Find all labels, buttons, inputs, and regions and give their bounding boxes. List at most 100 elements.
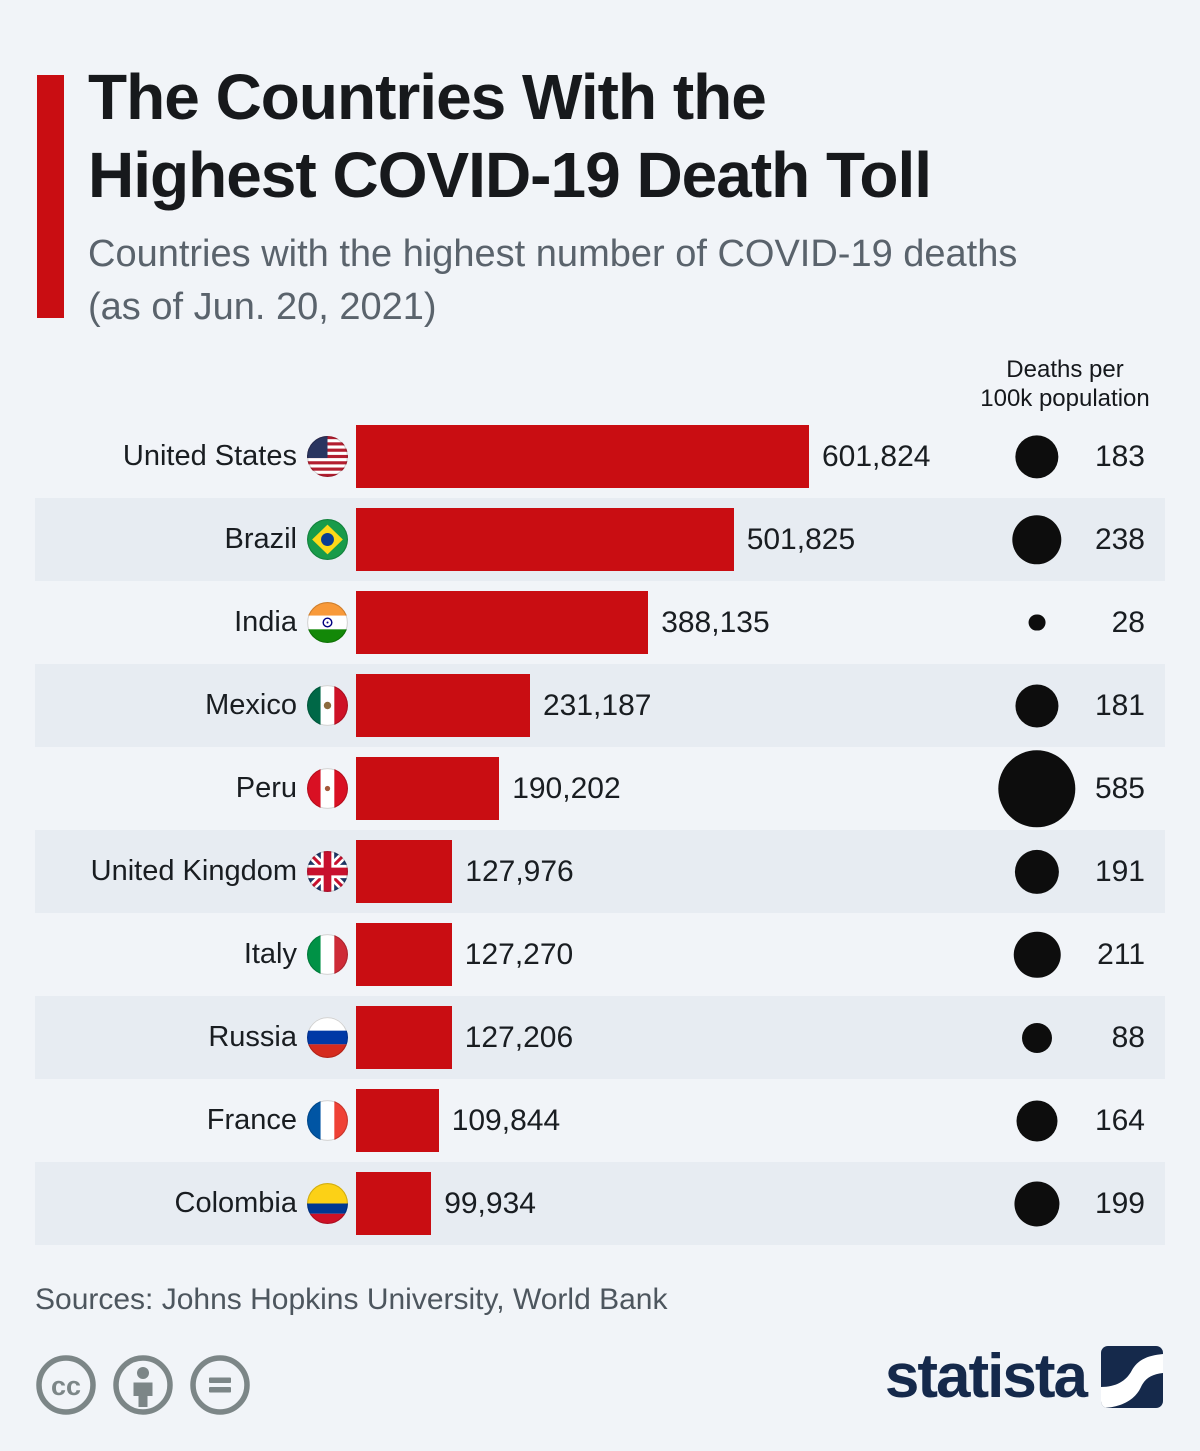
subtitle: Countries with the highest number of COV… <box>88 228 1017 334</box>
attribution-icon[interactable] <box>110 1352 176 1423</box>
deaths-bar <box>356 923 452 986</box>
uk-flag-icon <box>307 851 348 892</box>
country-row: Mexico 231,187 181 <box>35 664 1165 747</box>
per-100k-value: 88 <box>1111 1021 1145 1054</box>
per-100k-value: 164 <box>1094 1104 1145 1137</box>
colombia-flag-icon <box>307 1183 348 1224</box>
license-icons: cc <box>33 1352 253 1423</box>
per-100k-bubble <box>1014 1180 1060 1227</box>
per-100k-value: 183 <box>1094 440 1145 473</box>
deaths-value: 99,934 <box>444 1187 536 1220</box>
country-row: France 109,844 164 <box>35 1079 1165 1162</box>
per-100k-value: 238 <box>1094 523 1145 556</box>
per-100k-value: 181 <box>1094 689 1145 722</box>
country-row: United States 601,824 183 <box>35 415 1165 498</box>
peru-flag-icon <box>307 768 348 809</box>
no-derivatives-icon[interactable] <box>187 1352 253 1423</box>
russia-flag-icon <box>307 1017 348 1058</box>
deaths-per-100k-column-header: Deaths per 100k population <box>950 355 1180 413</box>
deaths-bar <box>356 425 809 488</box>
mexico-flag-icon <box>307 685 348 726</box>
country-label: United States <box>122 440 297 472</box>
us-flag-icon <box>307 436 348 477</box>
per-100k-bubble <box>1012 514 1062 565</box>
deaths-value: 601,824 <box>822 440 931 473</box>
country-cell: United Kingdom <box>91 830 348 913</box>
country-row: Brazil 501,825 238 <box>35 498 1165 581</box>
deaths-value: 231,187 <box>543 689 652 722</box>
country-cell: Russia <box>208 996 348 1079</box>
country-cell: France <box>207 1079 348 1162</box>
deaths-value: 501,825 <box>746 523 856 556</box>
country-cell: India <box>234 581 348 664</box>
country-label: Russia <box>208 1021 297 1053</box>
deaths-bar <box>356 1006 452 1069</box>
country-row: Colombia 99,934 199 <box>35 1162 1165 1245</box>
country-cell: Mexico <box>205 664 348 747</box>
per-100k-bubble <box>1015 683 1059 728</box>
statista-logo-mark <box>1101 1346 1163 1408</box>
deaths-bar <box>356 757 500 820</box>
per-100k-bubble <box>1013 931 1061 978</box>
france-flag-icon <box>307 1100 348 1141</box>
deaths-bar <box>356 591 649 654</box>
country-cell: Brazil <box>224 498 348 581</box>
country-label: Peru <box>235 772 297 804</box>
sources-text: Sources: Johns Hopkins University, World… <box>35 1283 668 1316</box>
deaths-value: 109,844 <box>451 1104 561 1137</box>
country-cell: Colombia <box>174 1162 348 1245</box>
deaths-value: 127,976 <box>465 855 574 888</box>
statista-logo[interactable]: statista <box>885 1346 1163 1408</box>
country-label: United Kingdom <box>90 855 297 887</box>
country-row: India 388,135 28 <box>35 581 1165 664</box>
deaths-bar <box>356 508 734 571</box>
deaths-value: 127,206 <box>464 1021 574 1054</box>
india-flag-icon <box>307 602 348 643</box>
per-100k-bubble <box>1022 1022 1052 1053</box>
per-100k-bubble <box>1014 849 1060 894</box>
country-row: Peru 190,202 585 <box>35 747 1165 830</box>
per-100k-bubble <box>1016 1100 1058 1141</box>
deaths-bar <box>356 840 453 903</box>
deaths-value: 388,135 <box>661 606 770 639</box>
country-row: Italy 127,270 211 <box>35 913 1165 996</box>
column-header-line1: Deaths per <box>1006 356 1124 383</box>
per-100k-value: 199 <box>1094 1187 1145 1220</box>
per-100k-value: 28 <box>1111 606 1145 639</box>
deaths-value: 190,202 <box>512 772 621 805</box>
per-100k-bubble <box>1015 434 1059 479</box>
page-title-line1: The Countries With the <box>88 61 767 133</box>
country-cell: United States <box>123 415 348 498</box>
title-accent-bar <box>37 75 64 318</box>
column-header-line2: 100k population <box>980 385 1150 412</box>
country-cell: Italy <box>244 913 348 996</box>
country-label: Colombia <box>174 1187 298 1219</box>
country-label: Italy <box>243 938 297 970</box>
per-100k-value: 211 <box>1097 938 1145 971</box>
deaths-bar <box>356 1172 432 1235</box>
statista-wordmark: statista <box>884 1342 1088 1411</box>
country-cell: Peru <box>236 747 348 830</box>
svg-text:cc: cc <box>51 1371 81 1401</box>
brazil-flag-icon <box>307 519 348 560</box>
bar-chart: United States 601,824 183 Brazil 501,825… <box>35 415 1165 1245</box>
country-row: Russia 127,206 88 <box>35 996 1165 1079</box>
cc-icon[interactable]: cc <box>33 1352 99 1423</box>
per-100k-value: 191 <box>1094 855 1145 888</box>
subtitle-line2: (as of Jun. 20, 2021) <box>88 286 437 328</box>
deaths-bar <box>356 1089 439 1152</box>
deaths-bar <box>356 674 530 737</box>
per-100k-bubble <box>998 749 1076 828</box>
country-label: India <box>234 606 297 638</box>
per-100k-bubble <box>1028 614 1046 631</box>
country-label: Brazil <box>224 523 297 555</box>
country-row: United Kingdom 127,976 191 <box>35 830 1165 913</box>
italy-flag-icon <box>307 934 348 975</box>
page-title-line2: Highest COVID-19 Death Toll <box>88 139 932 211</box>
subtitle-line1: Countries with the highest number of COV… <box>88 233 1018 275</box>
per-100k-value: 585 <box>1094 772 1145 805</box>
country-label: Mexico <box>205 689 297 721</box>
country-label: France <box>206 1104 297 1136</box>
deaths-value: 127,270 <box>464 938 574 971</box>
